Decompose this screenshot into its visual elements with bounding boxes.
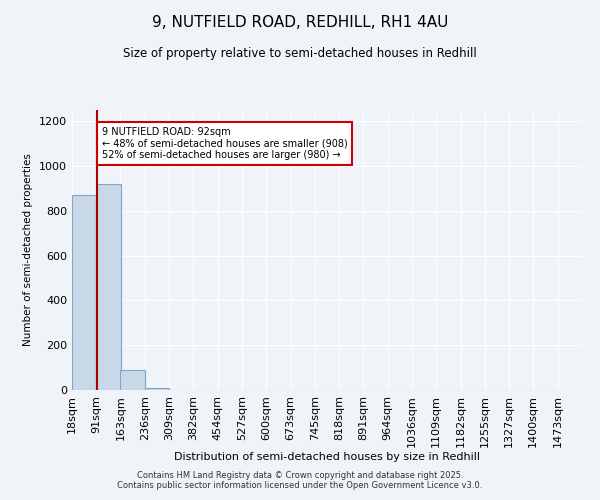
- Bar: [97, 184, 121, 390]
- Bar: [72, 195, 97, 390]
- Bar: [145, 388, 169, 390]
- Text: Contains HM Land Registry data © Crown copyright and database right 2025.
Contai: Contains HM Land Registry data © Crown c…: [118, 470, 482, 490]
- Text: Size of property relative to semi-detached houses in Redhill: Size of property relative to semi-detach…: [123, 48, 477, 60]
- Text: 9 NUTFIELD ROAD: 92sqm
← 48% of semi-detached houses are smaller (908)
52% of se: 9 NUTFIELD ROAD: 92sqm ← 48% of semi-det…: [102, 127, 347, 160]
- Text: 9, NUTFIELD ROAD, REDHILL, RH1 4AU: 9, NUTFIELD ROAD, REDHILL, RH1 4AU: [152, 15, 448, 30]
- X-axis label: Distribution of semi-detached houses by size in Redhill: Distribution of semi-detached houses by …: [174, 452, 480, 462]
- Bar: [121, 370, 145, 390]
- Y-axis label: Number of semi-detached properties: Number of semi-detached properties: [23, 154, 34, 346]
